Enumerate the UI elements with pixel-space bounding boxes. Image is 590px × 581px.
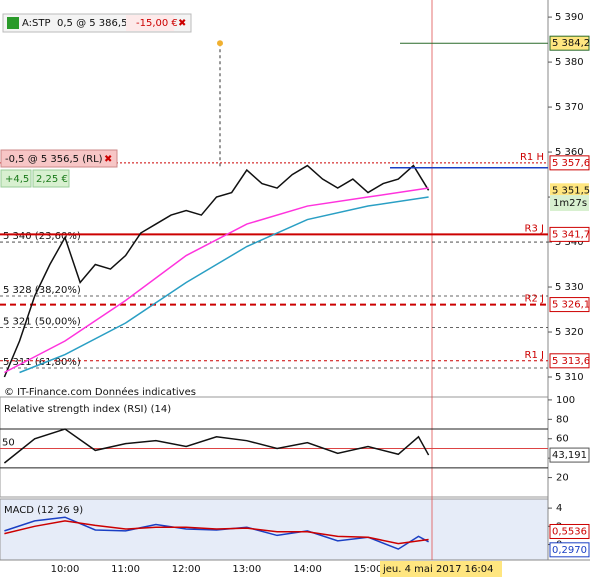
series-line: [19, 196, 429, 374]
x-tick-label: 14:00: [293, 564, 322, 575]
x-tick-label: 15:00: [354, 564, 383, 575]
macd-box: [549, 542, 590, 558]
y-tick-label: 5 310: [555, 372, 584, 383]
x-tick-label: 12:00: [172, 564, 201, 575]
level-label: 5 357,6: [552, 158, 590, 169]
y-tick-label: 5 320: [555, 327, 584, 338]
y-tick-label: 5 380: [555, 57, 584, 68]
y-tick-label: 5 340: [555, 237, 584, 248]
cursor-box: [380, 561, 502, 577]
timer-box: [550, 195, 589, 211]
pnl-box: [126, 15, 174, 31]
level-name: R3 J: [525, 223, 544, 234]
order-detail: 0,5 @ 5 386,5: [57, 18, 127, 29]
points-box: [0, 169, 32, 188]
level-box: [549, 226, 590, 242]
cursor-label: jeu. 4 mai 2017 16:04: [382, 564, 493, 575]
y-tick-label: 5 330: [555, 282, 584, 293]
timer: 1m27s: [553, 198, 587, 209]
position-detail: -0,5 @ 5 356,5 (RL): [5, 154, 103, 165]
y-tick-label: 60: [556, 434, 569, 445]
fib-label: 5 321 (50,00%): [3, 317, 81, 328]
position-points: +4,5: [5, 174, 29, 185]
last-price-label: 5 351,5: [552, 185, 590, 196]
level-label: 5 313,6: [552, 356, 590, 367]
y-tick-label: 100: [556, 395, 575, 406]
x-tick-label: 10:00: [51, 564, 80, 575]
checkbox[interactable]: [7, 17, 19, 29]
level-box: [549, 353, 590, 369]
stop-handle: [217, 40, 223, 47]
watermark: © IT-Finance.com Données indicatives: [4, 386, 196, 398]
rsi-box: [549, 447, 590, 463]
fib-label: 5 340 (23,60%): [3, 231, 81, 242]
fib-label: 5 311 (61,80%): [3, 357, 81, 368]
pnl-box: [32, 169, 70, 188]
x-tick-label: 11:00: [111, 564, 140, 575]
y-tick-label: 20: [556, 473, 569, 484]
price-pane: [0, 0, 548, 395]
order-name: A:STP: [22, 18, 51, 29]
level-box: [549, 297, 590, 313]
mid-label: 50: [2, 437, 15, 448]
level-label: 5 326,1: [552, 300, 590, 311]
position-bar[interactable]: [0, 149, 118, 168]
series-line: [4, 520, 429, 545]
y-tick-label: 5 390: [555, 12, 584, 23]
order-label: 5 384,2: [552, 38, 590, 49]
level-name: R2 J: [525, 294, 544, 305]
rsi-last: 43,191: [552, 450, 587, 461]
level-label: 5 341,7: [552, 229, 590, 240]
close-button[interactable]: ✖: [104, 154, 112, 165]
position-pnl: 2,25 €: [36, 174, 68, 185]
y-tick-label: 5 360: [555, 147, 584, 158]
level-name: R1 J: [525, 350, 544, 361]
close-button[interactable]: ✖: [178, 18, 186, 29]
macd-label: 0,2970: [552, 545, 587, 556]
last-price-box: [550, 183, 589, 198]
panel-title: Relative strength index (RSI) (14): [4, 404, 171, 415]
level-name: R1 H: [520, 152, 544, 163]
y-tick-label: 4: [556, 503, 562, 514]
fib-label: 5 328 (38,20%): [3, 285, 81, 296]
content: 10:00 11:00 12:00 13:00 14:00 15:00 5 310 5 320…: [0, 12, 590, 575]
series-line: [3, 164, 430, 378]
macd-pane: [0, 498, 549, 561]
order-box: [549, 35, 590, 51]
x-tick-label: 13:00: [232, 564, 261, 575]
series-line: [3, 428, 430, 464]
level-box: [549, 155, 590, 171]
series-line: [4, 187, 429, 374]
macd-box: [549, 523, 590, 539]
y-tick-label: 80: [556, 414, 569, 425]
order-pnl: -15,00 €: [136, 18, 178, 29]
macd-label: 0,5536: [552, 526, 587, 537]
panel-title: MACD (12 26 9): [4, 505, 83, 516]
y-tick-label: 5 370: [555, 102, 584, 113]
